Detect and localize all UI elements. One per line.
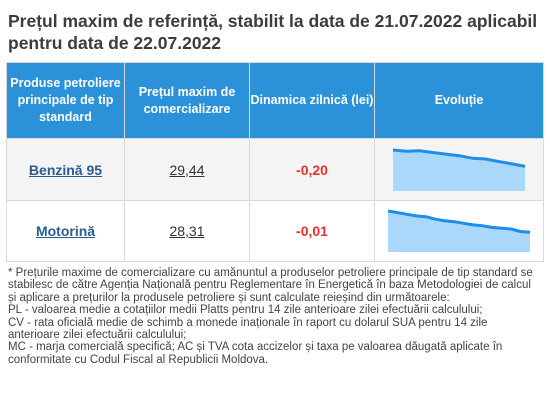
- sparkline-line: [392, 148, 526, 168]
- product-link-benzina-95[interactable]: Benzină 95: [28, 161, 103, 178]
- daily-change-value: -0,20: [296, 161, 328, 178]
- page-title: Prețul maxim de referință, stabilit la d…: [8, 11, 538, 53]
- table-row: Motorină 28,31 -0,01: [6, 200, 544, 262]
- price-cell: 29,44: [124, 138, 250, 201]
- table-header-row: Produse petroliere principale de tip sta…: [6, 62, 544, 139]
- price-value[interactable]: 28,31: [169, 223, 205, 239]
- note-intro: * Prețurile maxime de comercializare cu …: [8, 267, 533, 304]
- sparkline-line: [387, 209, 531, 234]
- evolution-cell: [374, 200, 544, 262]
- column-header-products: Produse petroliere principale de tip sta…: [6, 62, 125, 139]
- evolution-cell: [374, 138, 544, 201]
- delta-cell: -0,20: [249, 138, 375, 201]
- column-header-max-price: Prețul maxim de comercializare: [124, 62, 250, 139]
- daily-change-value: -0,01: [296, 223, 328, 239]
- note-pl: PL - valoarea medie a cotațiilor medii P…: [8, 304, 483, 317]
- product-link-motorina[interactable]: Motorină: [35, 223, 96, 239]
- table-row: Benzină 95 29,44 -0,20: [6, 138, 544, 201]
- price-cell: 28,31: [124, 200, 250, 262]
- methodology-notes: * Prețurile maxime de comercializare cu …: [8, 267, 538, 366]
- delta-cell: -0,01: [249, 200, 375, 262]
- note-mc: MC - marja comercială specifică; AC și T…: [8, 341, 503, 366]
- sparkline-area: [388, 211, 530, 252]
- column-header-evolution: Evoluție: [374, 62, 544, 139]
- evolution-sparkline: [387, 209, 531, 252]
- product-cell: Benzină 95: [6, 138, 125, 201]
- evolution-sparkline: [392, 148, 526, 191]
- price-table: Produse petroliere principale de tip sta…: [6, 62, 544, 262]
- note-cv: CV - rata oficială medie de schimb a mon…: [8, 316, 488, 342]
- price-value[interactable]: 29,44: [169, 161, 205, 178]
- product-cell: Motorină: [6, 200, 125, 262]
- column-header-daily-change: Dinamica zilnică (lei): [249, 62, 375, 139]
